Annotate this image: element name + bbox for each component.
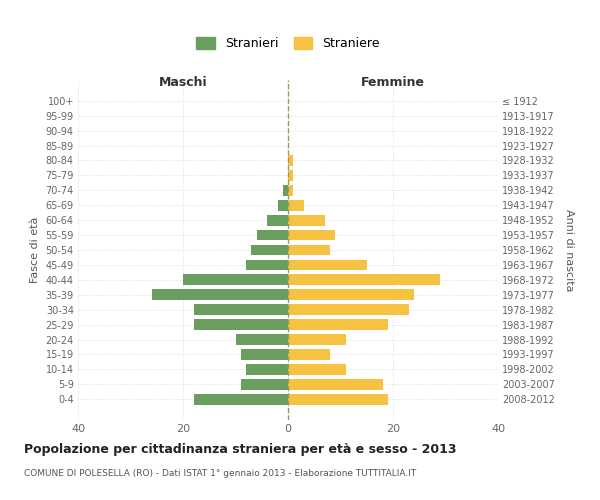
Bar	[288, 215, 325, 226]
Bar	[193, 394, 288, 404]
Legend: Stranieri, Straniere: Stranieri, Straniere	[193, 34, 383, 54]
Bar	[288, 260, 367, 270]
Bar	[283, 185, 288, 196]
Bar	[241, 379, 288, 390]
Y-axis label: Anni di nascita: Anni di nascita	[565, 208, 574, 291]
Bar	[288, 349, 330, 360]
Text: Maschi: Maschi	[158, 76, 208, 89]
Bar	[288, 274, 440, 285]
Bar	[251, 244, 288, 256]
Y-axis label: Fasce di età: Fasce di età	[30, 217, 40, 283]
Bar	[288, 334, 346, 345]
Bar	[288, 394, 388, 404]
Bar	[288, 244, 330, 256]
Bar	[288, 319, 388, 330]
Bar	[246, 260, 288, 270]
Bar	[235, 334, 288, 345]
Bar	[288, 155, 293, 166]
Bar	[193, 304, 288, 315]
Bar	[288, 170, 293, 181]
Bar	[288, 364, 346, 374]
Bar	[241, 349, 288, 360]
Bar	[288, 290, 414, 300]
Bar	[193, 319, 288, 330]
Bar	[288, 379, 383, 390]
Bar	[267, 215, 288, 226]
Bar	[288, 304, 409, 315]
Text: Popolazione per cittadinanza straniera per età e sesso - 2013: Popolazione per cittadinanza straniera p…	[24, 442, 457, 456]
Bar	[288, 230, 335, 240]
Bar	[246, 364, 288, 374]
Text: COMUNE DI POLESELLA (RO) - Dati ISTAT 1° gennaio 2013 - Elaborazione TUTTITALIA.: COMUNE DI POLESELLA (RO) - Dati ISTAT 1°…	[24, 469, 416, 478]
Text: Femmine: Femmine	[361, 76, 425, 89]
Bar	[288, 185, 293, 196]
Bar	[288, 200, 304, 210]
Bar	[151, 290, 288, 300]
Bar	[257, 230, 288, 240]
Bar	[183, 274, 288, 285]
Bar	[277, 200, 288, 210]
